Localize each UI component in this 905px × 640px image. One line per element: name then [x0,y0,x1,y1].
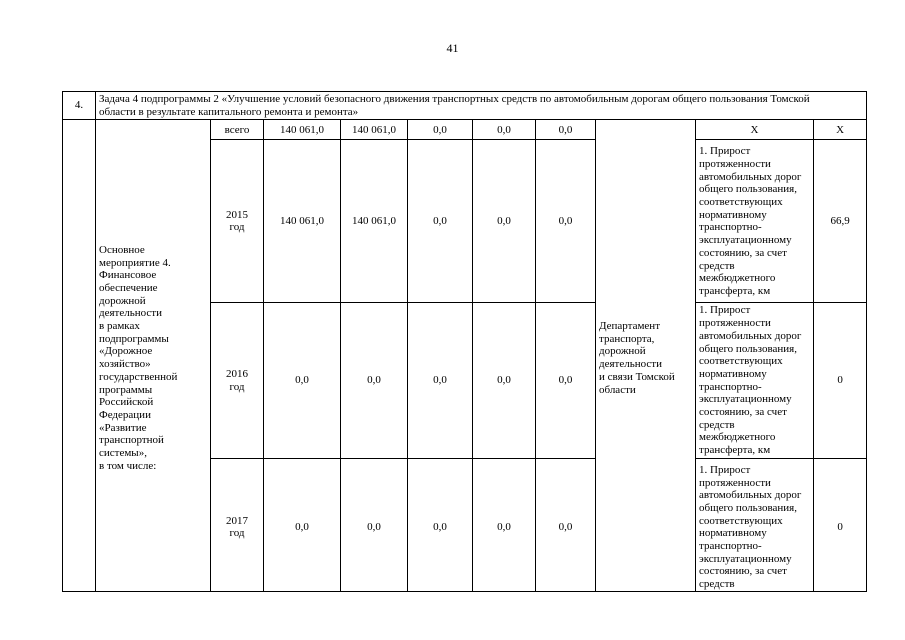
cell-result-2016: 0 [812,302,867,459]
year-row-2015: 2015 год 140 061,0 140 061,0 0,0 0,0 0,0… [63,139,867,304]
cell-amount-4: 0,0 [472,302,536,459]
cell-amount-1: 140 061,0 [263,119,341,141]
cell-amount-5: 0,0 [535,457,596,591]
task-row: 4. Задача 4 подпрограммы 2 «Улучшение ус… [62,91,867,121]
cell-result-2015: 66,9 [812,139,867,304]
cell-amount-3: 0,0 [407,457,473,591]
cell-period-2015: 2015 год [210,139,264,304]
cell-amount-2: 0,0 [340,457,408,591]
cell-period-total: всего [210,119,264,141]
cell-amount-3: 0,0 [407,139,473,304]
cell-amount-1: 140 061,0 [263,139,341,304]
cell-amount-2: 140 061,0 [340,119,408,141]
cell-period-2016: 2016 год [210,302,264,459]
page-number: 41 [446,41,459,55]
cell-amount-4: 0,0 [472,457,536,591]
table-region: 4. Задача 4 подпрограммы 2 «Улучшение ус… [62,91,867,592]
cell-indicator-2016: 1. Прирост протяженности автомобильных д… [695,302,814,459]
cell-executor: Департамент транспорта, дорожной деятель… [595,119,696,591]
cell-number-empty [62,119,96,591]
cell-result-total: X [812,119,867,141]
cell-task-text: Задача 4 подпрограммы 2 «Улучшение услов… [94,91,867,121]
cell-amount-3: 0,0 [407,119,473,141]
cell-indicator-2017: 1. Прирост протяженности автомобильных д… [695,457,814,591]
cell-amount-2: 0,0 [340,302,408,459]
cell-task-number: 4. [62,91,96,121]
cell-amount-5: 0,0 [535,302,596,459]
cell-amount-1: 0,0 [263,457,341,591]
cell-amount-5: 0,0 [535,119,596,141]
cell-result-2017: 0 [812,457,867,591]
cell-amount-5: 0,0 [535,139,596,304]
cell-measure-name: Основное мероприятие 4. Финансовое обесп… [95,119,211,591]
cell-amount-4: 0,0 [472,119,536,141]
cell-indicator-2015: 1. Прирост протяженности автомобильных д… [695,139,814,304]
cell-period-2017: 2017 год [210,457,264,591]
cell-indicator-total: X [695,119,814,141]
year-row-2016: 2016 год 0,0 0,0 0,0 0,0 0,0 1. Прирост … [63,302,867,459]
cell-amount-4: 0,0 [472,139,536,304]
budget-table: 4. Задача 4 подпрограммы 2 «Улучшение ус… [62,91,867,591]
total-row: Основное мероприятие 4. Финансовое обесп… [62,119,867,591]
year-row-2017: 2017 год 0,0 0,0 0,0 0,0 0,0 1. Прирост … [63,457,867,591]
cell-amount-1: 0,0 [263,302,341,459]
cell-amount-3: 0,0 [407,302,473,459]
cell-amount-2: 140 061,0 [340,139,408,304]
